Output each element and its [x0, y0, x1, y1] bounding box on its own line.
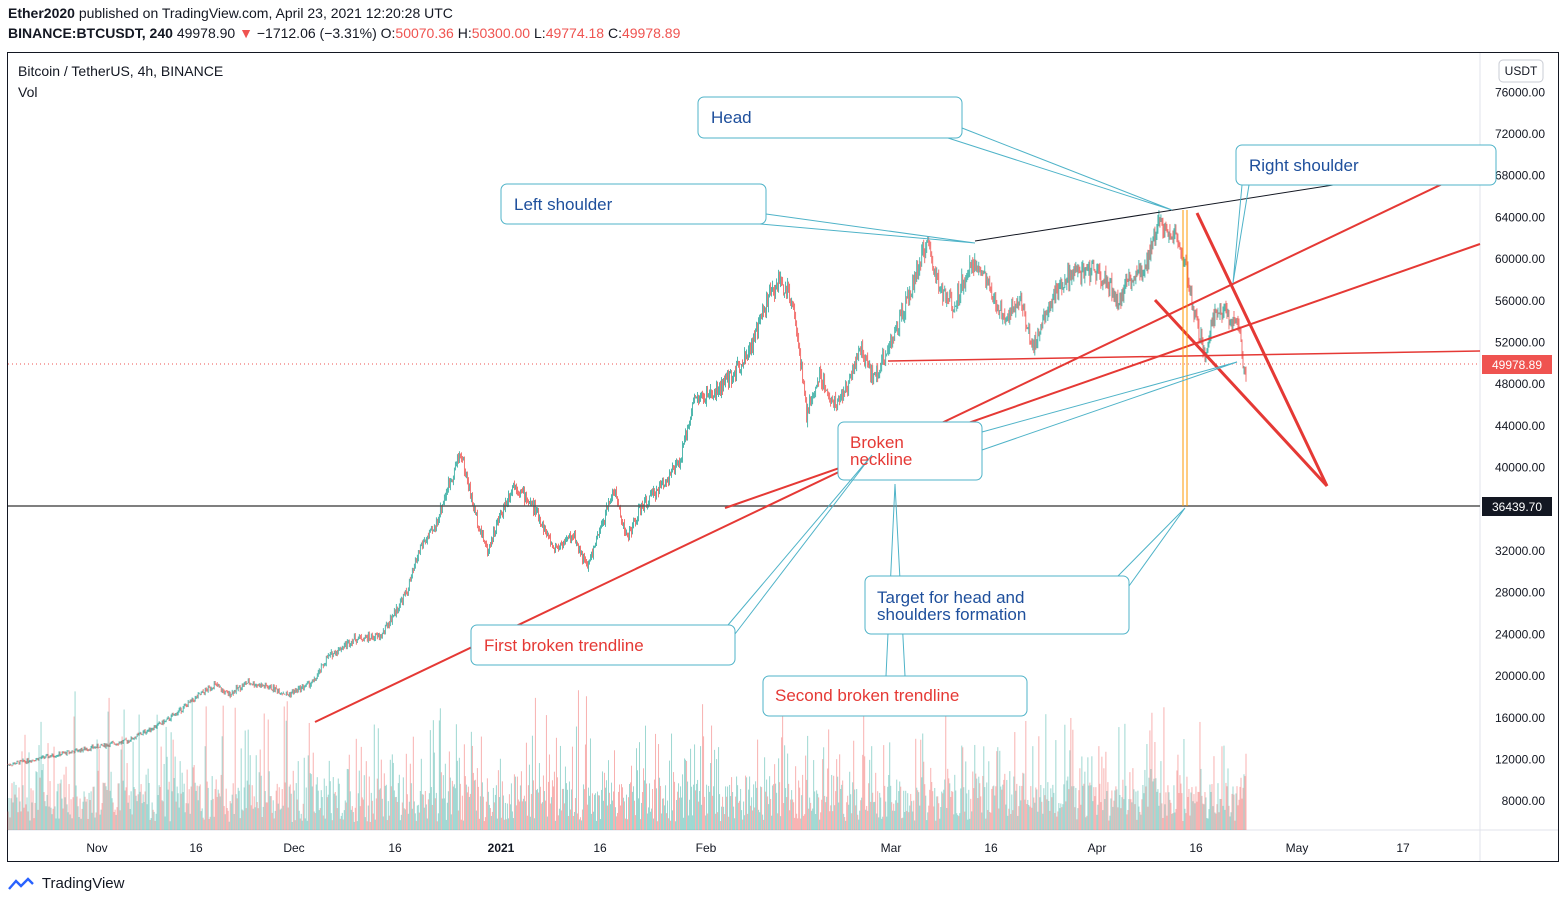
head-callout-box[interactable]	[697, 96, 963, 139]
candle-series	[7, 210, 1247, 767]
right-shoulder-note: Right shoulder	[1249, 156, 1359, 175]
last-price: 49978.90	[176, 25, 236, 41]
tradingview-logo-icon	[8, 877, 34, 890]
neckline[interactable]	[887, 350, 1481, 362]
neckline-callout-box[interactable]	[837, 421, 983, 481]
right-shoulder-callout-box[interactable]	[1235, 144, 1497, 186]
first-trendline-note: First broken trendline	[484, 636, 644, 655]
neckline-note-line2: neckline	[850, 450, 912, 469]
last-price-badge-label: 49978.89	[1492, 358, 1542, 372]
price-tick-10: 32000.00	[1495, 544, 1545, 558]
publish-line: Ether2020 published on TradingView.com, …	[8, 5, 453, 21]
price-tick-9: 40000.00	[1495, 461, 1545, 475]
time-tick-5: 16	[593, 841, 607, 855]
level-price-badge-label: 36439.70	[1492, 500, 1542, 514]
price-tick-5: 56000.00	[1495, 294, 1545, 308]
price-tick-0: 76000.00	[1495, 85, 1545, 99]
target-note-line1: Target for head and	[877, 588, 1024, 607]
footer-brand[interactable]: TradingView	[8, 875, 124, 892]
left-shoulder-callout-pointer	[759, 213, 976, 244]
publisher-name[interactable]: Ether2020	[8, 5, 75, 21]
time-tick-7: Mar	[881, 841, 902, 855]
second-trendline-note: Second broken trendline	[775, 686, 959, 705]
currency-badge[interactable]	[1498, 59, 1544, 83]
price-tick-14: 16000.00	[1495, 711, 1545, 725]
high-value: 50300.00	[471, 25, 531, 41]
low-value: 49774.18	[545, 25, 605, 41]
price-tick-7: 48000.00	[1495, 377, 1545, 391]
open-value: 50070.36	[395, 25, 454, 41]
price-tick-1: 72000.00	[1495, 127, 1545, 141]
time-tick-0: Nov	[86, 841, 107, 855]
quote-line: BINANCE:BTCUSDT, 240 49978.90 ▼ −1712.06…	[8, 25, 680, 41]
close-value: 49978.89	[621, 25, 681, 41]
open-label: O:	[380, 25, 396, 41]
time-tick-12: 17	[1396, 841, 1410, 855]
high-label: H:	[457, 25, 472, 41]
last-price-badge	[1482, 355, 1552, 374]
currency-badge-label: USDT	[1505, 64, 1538, 78]
time-tick-9: Apr	[1088, 841, 1107, 855]
price-tick-11: 28000.00	[1495, 586, 1545, 600]
head-callout-pointer	[947, 127, 1173, 211]
time-tick-11: May	[1286, 841, 1309, 855]
wedge-upper-line[interactable]	[1195, 212, 1329, 487]
price-tick-4: 60000.00	[1495, 252, 1545, 266]
time-tick-3: 16	[388, 841, 402, 855]
right-shoulder-callout-pointer	[1232, 184, 1250, 284]
target-callout-box[interactable]	[864, 575, 1130, 635]
neckline-callout-pointer	[981, 361, 1238, 451]
first-trendline-callout-pointer	[727, 454, 873, 635]
left-shoulder-note: Left shoulder	[514, 195, 613, 214]
price-tick-6: 52000.00	[1495, 336, 1545, 350]
price-tick-3: 64000.00	[1495, 210, 1545, 224]
time-tick-4: 2021	[488, 841, 515, 855]
price-axis: 76000.00 72000.00 68000.00 64000.00 60000.00…	[1495, 85, 1545, 808]
price-tick-8: 44000.00	[1495, 419, 1545, 433]
low-label: L:	[534, 25, 546, 41]
change-value: −1712.06 (−3.31%)	[256, 25, 377, 41]
first-trendline-callout-box[interactable]	[470, 624, 736, 666]
target-note-line2: shoulders formation	[877, 605, 1026, 624]
left-shoulder-callout-box[interactable]	[500, 183, 767, 225]
price-tick-16: 8000.00	[1502, 794, 1546, 808]
chart-legend-volume[interactable]: Vol	[18, 84, 38, 100]
volume-series	[7, 690, 1247, 830]
change-arrow-icon: ▼	[239, 25, 253, 41]
price-tick-2: 68000.00	[1495, 169, 1545, 183]
target-callout-pointer	[1117, 507, 1186, 587]
published-text: published on TradingView.com, April 23, …	[78, 5, 453, 21]
second-trendline-callout-box[interactable]	[762, 675, 1028, 717]
time-tick-1: 16	[189, 841, 203, 855]
price-tick-13: 20000.00	[1495, 669, 1545, 683]
symbol-label: BINANCE:BTCUSDT, 240	[8, 25, 173, 41]
time-tick-2: Dec	[283, 841, 304, 855]
chart-legend-title[interactable]: Bitcoin / TetherUS, 4h, BINANCE	[18, 63, 224, 79]
chart-frame	[7, 52, 1559, 862]
time-tick-8: 16	[984, 841, 998, 855]
close-label: C:	[607, 25, 622, 41]
head-note: Head	[711, 108, 752, 127]
time-tick-6: Feb	[696, 841, 717, 855]
price-tick-15: 12000.00	[1495, 753, 1545, 767]
footer-brand-label: TradingView	[41, 875, 125, 892]
level-price-badge	[1482, 497, 1552, 516]
time-tick-10: 16	[1189, 841, 1203, 855]
price-tick-12: 24000.00	[1495, 627, 1545, 641]
wedge-lower-line[interactable]	[1153, 298, 1329, 488]
neckline-note-line1: Broken	[850, 433, 904, 452]
time-axis: Nov 16 Dec 16 2021 16 Feb Mar 16 Apr 16 May 17	[86, 841, 1410, 855]
